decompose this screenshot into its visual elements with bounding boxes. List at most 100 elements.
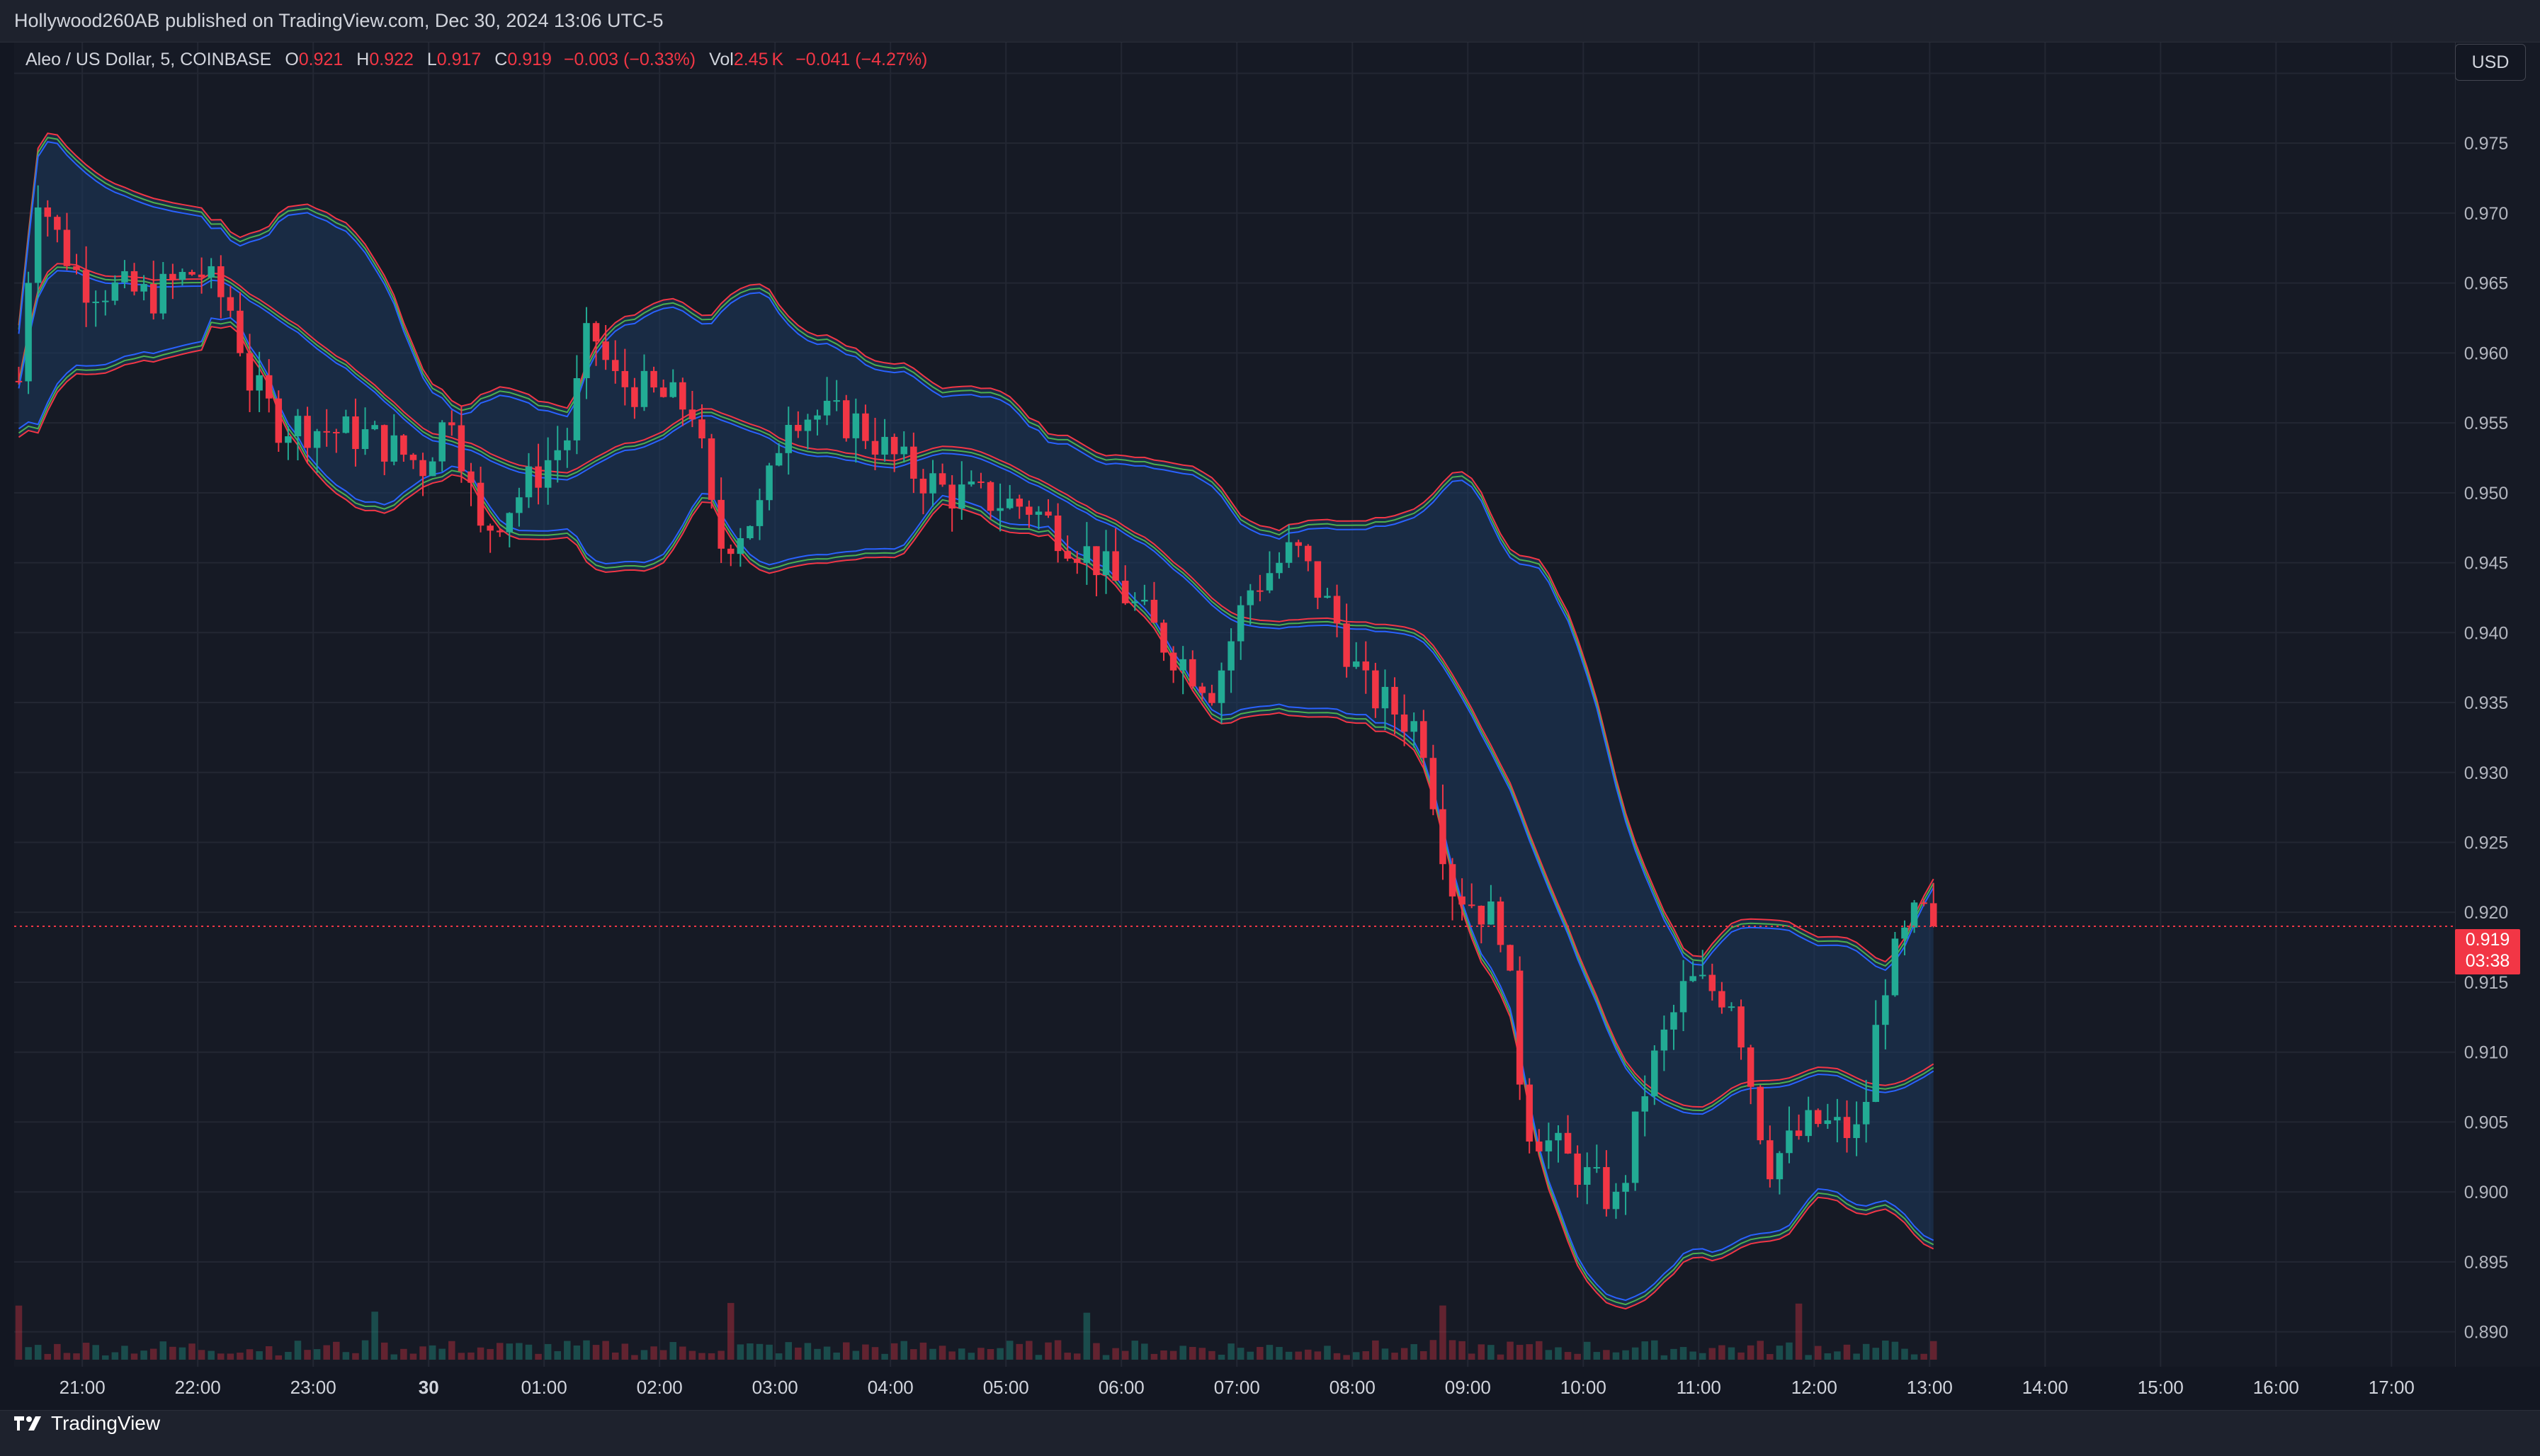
candle: [544, 437, 552, 505]
candle: [506, 512, 514, 547]
volume-bar: [371, 1312, 378, 1360]
candle-body: [640, 370, 648, 407]
candle: [438, 420, 446, 472]
volume-bar: [198, 1350, 205, 1360]
volume-bar: [1429, 1340, 1437, 1360]
volume-bar: [1583, 1341, 1591, 1360]
price-tick-label: 0.965: [2464, 274, 2509, 294]
volume-bar: [583, 1340, 590, 1360]
volume-bar: [1834, 1351, 1841, 1360]
volume-bar: [188, 1343, 195, 1360]
time-tick-label: 03:00: [752, 1377, 798, 1398]
basis-red-line: [18, 263, 1934, 1108]
volume-bar: [890, 1343, 898, 1360]
candle-body: [573, 378, 581, 440]
candle-body: [1497, 901, 1504, 945]
volume-bar: [1083, 1312, 1091, 1360]
candle-body: [1468, 904, 1475, 906]
candle-body: [1679, 981, 1687, 1013]
candle: [1420, 710, 1427, 768]
candle-body: [1343, 623, 1350, 667]
volume-bar: [1507, 1341, 1514, 1360]
candle: [1121, 565, 1129, 605]
candle-body: [419, 460, 426, 477]
candle: [804, 414, 812, 450]
candle-body: [1583, 1167, 1591, 1185]
candle-body: [1391, 686, 1398, 715]
candle-body: [1824, 1120, 1832, 1125]
candle: [1247, 584, 1254, 625]
candle-body: [756, 500, 764, 526]
volume-bar: [1305, 1349, 1312, 1360]
candle-body: [237, 310, 244, 353]
volume-bar: [766, 1344, 773, 1360]
candle-body: [1689, 976, 1696, 982]
candle: [82, 246, 90, 327]
price-tick-label: 0.895: [2464, 1253, 2509, 1273]
candle-body: [1593, 1167, 1601, 1169]
candle-body: [1747, 1047, 1754, 1087]
candle: [1526, 1078, 1533, 1154]
volume-bar: [1439, 1305, 1446, 1360]
candle-body: [149, 284, 157, 314]
tradingview-brand[interactable]: TradingView: [13, 1412, 160, 1435]
candle: [1362, 641, 1370, 694]
candle: [1786, 1106, 1793, 1164]
price-tick-label: 0.955: [2464, 414, 2509, 433]
candle: [285, 426, 292, 460]
candle-body: [400, 435, 407, 455]
price-axis-labels: 0.890 0.895 0.900 0.905 0.910 0.915 0.920 0.925…: [2464, 64, 2509, 1342]
candle: [1593, 1144, 1601, 1173]
candle-body: [256, 375, 263, 391]
candle-body: [217, 266, 225, 297]
candle: [1439, 784, 1446, 880]
candle-body: [1728, 1006, 1735, 1008]
volume-bar: [1189, 1347, 1196, 1360]
candle: [919, 469, 927, 515]
volume-bar: [919, 1342, 927, 1360]
volume-bar: [1391, 1353, 1398, 1360]
symbol-legend[interactable]: Aleo / US Dollar, 5, COINBASE O0.921 H0.…: [25, 50, 927, 70]
price-tick-label: 0.970: [2464, 204, 2509, 224]
candle-body: [900, 446, 908, 455]
candle: [208, 258, 215, 289]
volume-bar: [438, 1348, 446, 1360]
candle-body: [429, 461, 436, 477]
price-axis[interactable]: [2455, 42, 2540, 1367]
volume-bar: [1805, 1355, 1812, 1360]
candle: [380, 424, 388, 475]
candle-body: [1929, 903, 1937, 926]
candle: [390, 414, 398, 466]
volume-bar: [1516, 1345, 1524, 1360]
candle: [842, 394, 850, 442]
volume-bar: [900, 1341, 908, 1360]
volume-bar: [1574, 1353, 1581, 1360]
candle: [602, 324, 609, 370]
candle-body: [1093, 546, 1100, 576]
last-price-value: 0.919: [2465, 930, 2510, 950]
candle: [1478, 905, 1485, 944]
candle: [871, 418, 879, 470]
candle: [1699, 950, 1706, 979]
volume-bar: [929, 1348, 936, 1360]
candle-body: [1026, 506, 1033, 515]
volume-bar: [1555, 1347, 1562, 1360]
candle-body: [371, 425, 378, 430]
candle: [1824, 1103, 1832, 1129]
volume-bar: [342, 1352, 350, 1360]
candle: [217, 255, 225, 319]
candle-body: [178, 272, 186, 280]
volume-bar: [737, 1344, 744, 1360]
candle: [650, 366, 657, 393]
time-tick-label: 12:00: [1791, 1377, 1837, 1398]
candlesticks: [15, 185, 1937, 1219]
currency-button[interactable]: USD: [2455, 44, 2526, 81]
volume-bar: [1257, 1347, 1264, 1360]
close-value: 0.919: [507, 50, 552, 69]
volume-bar: [679, 1346, 686, 1360]
volume-bar: [1660, 1355, 1668, 1360]
volume-bar: [727, 1302, 735, 1360]
candle: [1737, 999, 1745, 1060]
symbol-name[interactable]: Aleo / US Dollar, 5, COINBASE: [25, 50, 272, 69]
